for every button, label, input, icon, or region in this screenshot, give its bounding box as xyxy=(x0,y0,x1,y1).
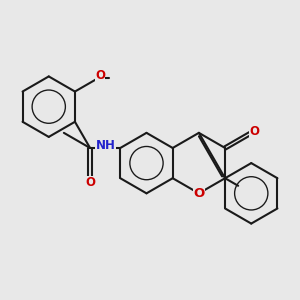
Text: O: O xyxy=(249,124,260,137)
Text: O: O xyxy=(95,69,105,82)
Text: NH: NH xyxy=(96,139,116,152)
Text: O: O xyxy=(85,176,95,189)
Text: O: O xyxy=(193,187,205,200)
